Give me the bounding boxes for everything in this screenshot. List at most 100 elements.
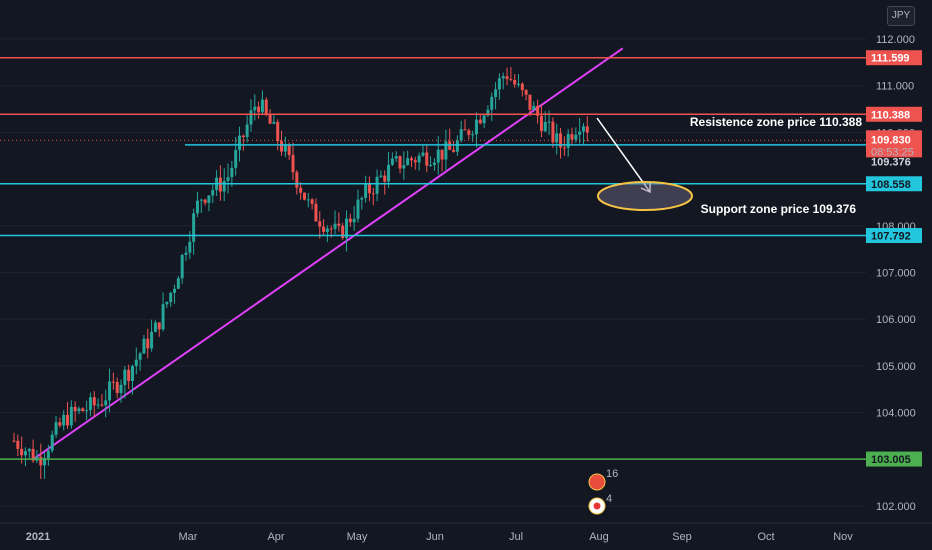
candle-body [150, 331, 154, 349]
candle-body [165, 301, 169, 305]
candle-body [280, 141, 284, 152]
price-tick-label: 111.000 [876, 81, 914, 93]
candle-body [81, 408, 85, 412]
candle-body [333, 223, 337, 229]
candle-body [398, 156, 402, 169]
candle-body [62, 414, 66, 426]
time-tick-label: Jun [426, 531, 444, 543]
candle-body [486, 109, 490, 116]
candle-body [157, 322, 161, 330]
candle-body [452, 149, 456, 152]
candle-body [459, 129, 463, 141]
candle-body [173, 288, 177, 293]
candle-body [409, 158, 413, 161]
price-tick-label: 112.000 [876, 34, 915, 46]
candle-body [207, 195, 211, 203]
candle-body [291, 155, 295, 173]
candle-body [77, 408, 81, 412]
candle-body [501, 76, 505, 79]
candle-body [402, 165, 406, 169]
candle-body [474, 119, 478, 135]
candle-body [371, 193, 375, 195]
candle-body [111, 381, 115, 383]
level-price-tag-bg [866, 228, 922, 244]
price-tick-label: 102.000 [876, 501, 916, 513]
candle-body [520, 83, 524, 91]
candle-body [566, 134, 570, 148]
price-tick-label: 105.000 [876, 361, 916, 373]
candle-body [417, 155, 421, 163]
candle-body [108, 381, 112, 401]
time-tick-label: 2021 [26, 531, 50, 543]
candle-body [211, 190, 215, 196]
candle-body [375, 176, 379, 194]
candle-body [352, 218, 356, 223]
candle-body [383, 175, 387, 182]
candle-body [134, 359, 138, 366]
level-price-tag: 110.388 [871, 109, 910, 121]
candle-body [100, 404, 104, 406]
candle-body [276, 121, 280, 142]
candle-body [58, 422, 62, 426]
price-axis: 102.000103.000104.000105.000106.000107.0… [866, 0, 932, 550]
candle-body [146, 338, 150, 349]
candle-body [88, 397, 92, 411]
candle-body [226, 177, 230, 181]
candle-body [272, 121, 276, 124]
candle-body [287, 144, 291, 156]
candle-body [92, 397, 96, 406]
price-tick-label: 106.000 [876, 314, 916, 326]
candle-body [482, 115, 486, 124]
candle-body [249, 110, 253, 125]
candle-body [341, 225, 345, 238]
candle-body [390, 158, 394, 165]
trendline [32, 47, 624, 461]
candle-body [413, 160, 417, 163]
candle-body [230, 167, 234, 178]
time-tick-label: May [347, 531, 368, 543]
candle-body [337, 223, 341, 226]
candle-body [69, 406, 73, 426]
annotation-layer: Resistence zone price 110.388 Support zon… [588, 115, 862, 515]
candle-body [494, 89, 498, 97]
candle-body [138, 353, 142, 360]
candle-body [195, 200, 199, 214]
arrow-head [640, 183, 651, 194]
candle-body [85, 410, 89, 412]
candle-body [264, 99, 268, 114]
currency-button[interactable]: JPY [887, 6, 915, 26]
candle-body [528, 94, 532, 110]
time-axis: 2021 Mar Apr May Jun Jul Aug Sep Oct Nov [0, 522, 932, 543]
candle-body [253, 106, 257, 111]
candle-body [96, 404, 100, 406]
candle-body [345, 218, 349, 238]
candle-body [555, 133, 559, 143]
candle-body [20, 448, 24, 456]
candle-body [199, 199, 203, 201]
projection-arrow [596, 117, 651, 193]
candle-body [184, 252, 188, 255]
event-badge-count: 16 [606, 468, 618, 480]
candle-body [581, 126, 585, 132]
candle-body [27, 448, 31, 452]
candle-body [505, 76, 509, 80]
level-price-tag: 103.005 [871, 454, 911, 466]
time-tick-label: Aug [589, 531, 609, 543]
candle-body [356, 199, 360, 219]
levels-layer [0, 56, 866, 460]
last-price-tag: 109.830 [871, 134, 911, 146]
event-badge-count: 4 [606, 493, 612, 505]
candle-body [394, 156, 398, 159]
candle-body [123, 369, 127, 385]
candle-body [360, 198, 364, 200]
candle-body [539, 115, 543, 132]
candle-body [314, 203, 318, 222]
price-tick-label: 104.000 [876, 408, 916, 420]
candle-body [115, 382, 119, 394]
candle-body [524, 90, 528, 95]
price-tick-label: 107.000 [876, 268, 916, 280]
candle-body [241, 135, 245, 138]
candle-body [517, 83, 521, 85]
candle-body [425, 152, 429, 166]
